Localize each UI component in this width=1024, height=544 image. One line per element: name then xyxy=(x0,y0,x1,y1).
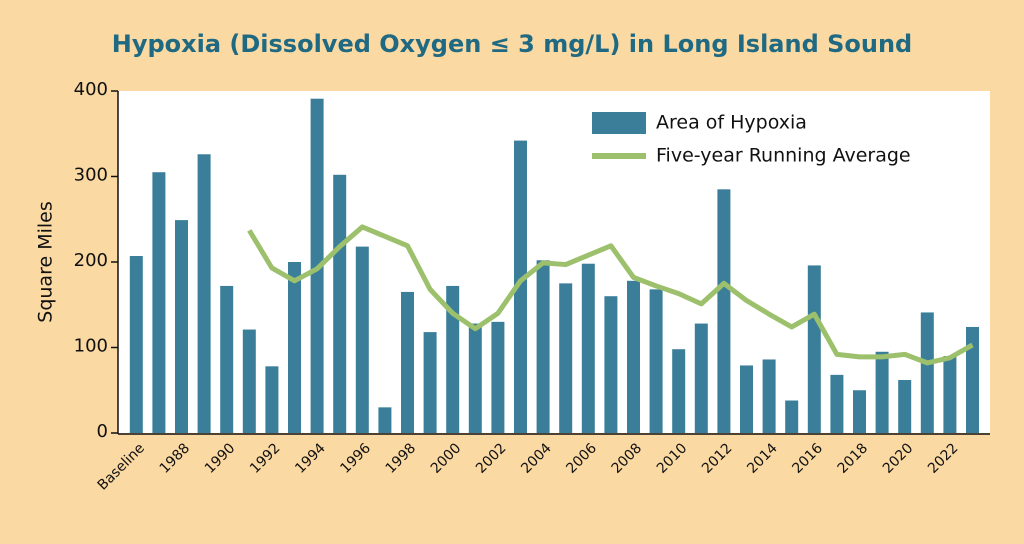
x-tick-label: 2014 xyxy=(744,440,781,477)
x-tick-label: 1998 xyxy=(383,440,420,477)
bar xyxy=(446,285,460,433)
x-tick-label: Baseline xyxy=(95,440,148,493)
x-tick-label: 1990 xyxy=(202,440,239,477)
x-tick-label: 2002 xyxy=(473,440,510,477)
x-tick-label: 1996 xyxy=(337,440,374,477)
legend-label: Five-year Running Average xyxy=(656,145,911,167)
bar xyxy=(220,285,234,433)
x-tick-label: 2012 xyxy=(699,440,736,477)
legend-label: Area of Hypoxia xyxy=(656,112,807,134)
bar xyxy=(175,220,188,433)
x-tick-label: 2006 xyxy=(563,440,600,477)
bar xyxy=(807,265,821,433)
x-tick-label: 2010 xyxy=(654,440,691,477)
bar xyxy=(740,365,753,433)
bar xyxy=(197,154,211,433)
bar xyxy=(762,359,776,433)
bar xyxy=(514,140,527,433)
bar xyxy=(378,407,392,433)
bar xyxy=(853,390,866,433)
bar xyxy=(559,283,573,433)
x-tick-label: 2022 xyxy=(925,440,962,477)
x-tick-label: 2004 xyxy=(518,440,555,477)
bar xyxy=(265,366,279,433)
y-tick-label: 0 xyxy=(97,421,108,442)
bar xyxy=(423,332,437,433)
bar xyxy=(288,262,301,433)
bar xyxy=(581,263,595,433)
bar xyxy=(152,172,166,433)
bar xyxy=(943,356,957,433)
y-tick-label: 100 xyxy=(74,336,108,357)
x-tick-label: 2018 xyxy=(835,440,872,477)
bar xyxy=(242,329,256,433)
y-axis-label: Square Miles xyxy=(35,201,57,322)
x-tick-label: 1994 xyxy=(292,440,329,477)
bar xyxy=(401,291,414,433)
bar xyxy=(468,323,482,433)
y-tick-label: 300 xyxy=(74,165,108,186)
bar xyxy=(966,326,979,433)
chart-title: Hypoxia (Dissolved Oxygen ≤ 3 mg/L) in L… xyxy=(112,30,912,58)
bar xyxy=(129,256,143,433)
legend-swatch xyxy=(592,112,646,134)
bar xyxy=(536,260,550,433)
y-tick-label: 200 xyxy=(74,250,108,271)
bar xyxy=(717,189,731,433)
bar xyxy=(649,289,663,433)
bar xyxy=(627,280,640,433)
bar xyxy=(333,174,347,434)
x-tick-label: 2016 xyxy=(789,440,826,477)
bar xyxy=(694,323,708,433)
bar xyxy=(898,379,912,433)
bar xyxy=(830,374,844,433)
bar xyxy=(875,351,889,433)
x-tick-label: 1992 xyxy=(247,440,284,477)
bar xyxy=(672,349,686,433)
x-tick-label: 2020 xyxy=(880,440,917,477)
x-tick-label: 2008 xyxy=(609,440,646,477)
x-tick-label: 1988 xyxy=(157,440,194,477)
bar xyxy=(604,296,618,433)
x-tick-label: 2000 xyxy=(428,440,465,477)
line xyxy=(247,224,974,366)
bar xyxy=(355,246,369,433)
bar xyxy=(785,400,799,433)
bar xyxy=(920,312,934,433)
bar xyxy=(491,321,505,433)
y-tick-label: 400 xyxy=(74,79,108,100)
